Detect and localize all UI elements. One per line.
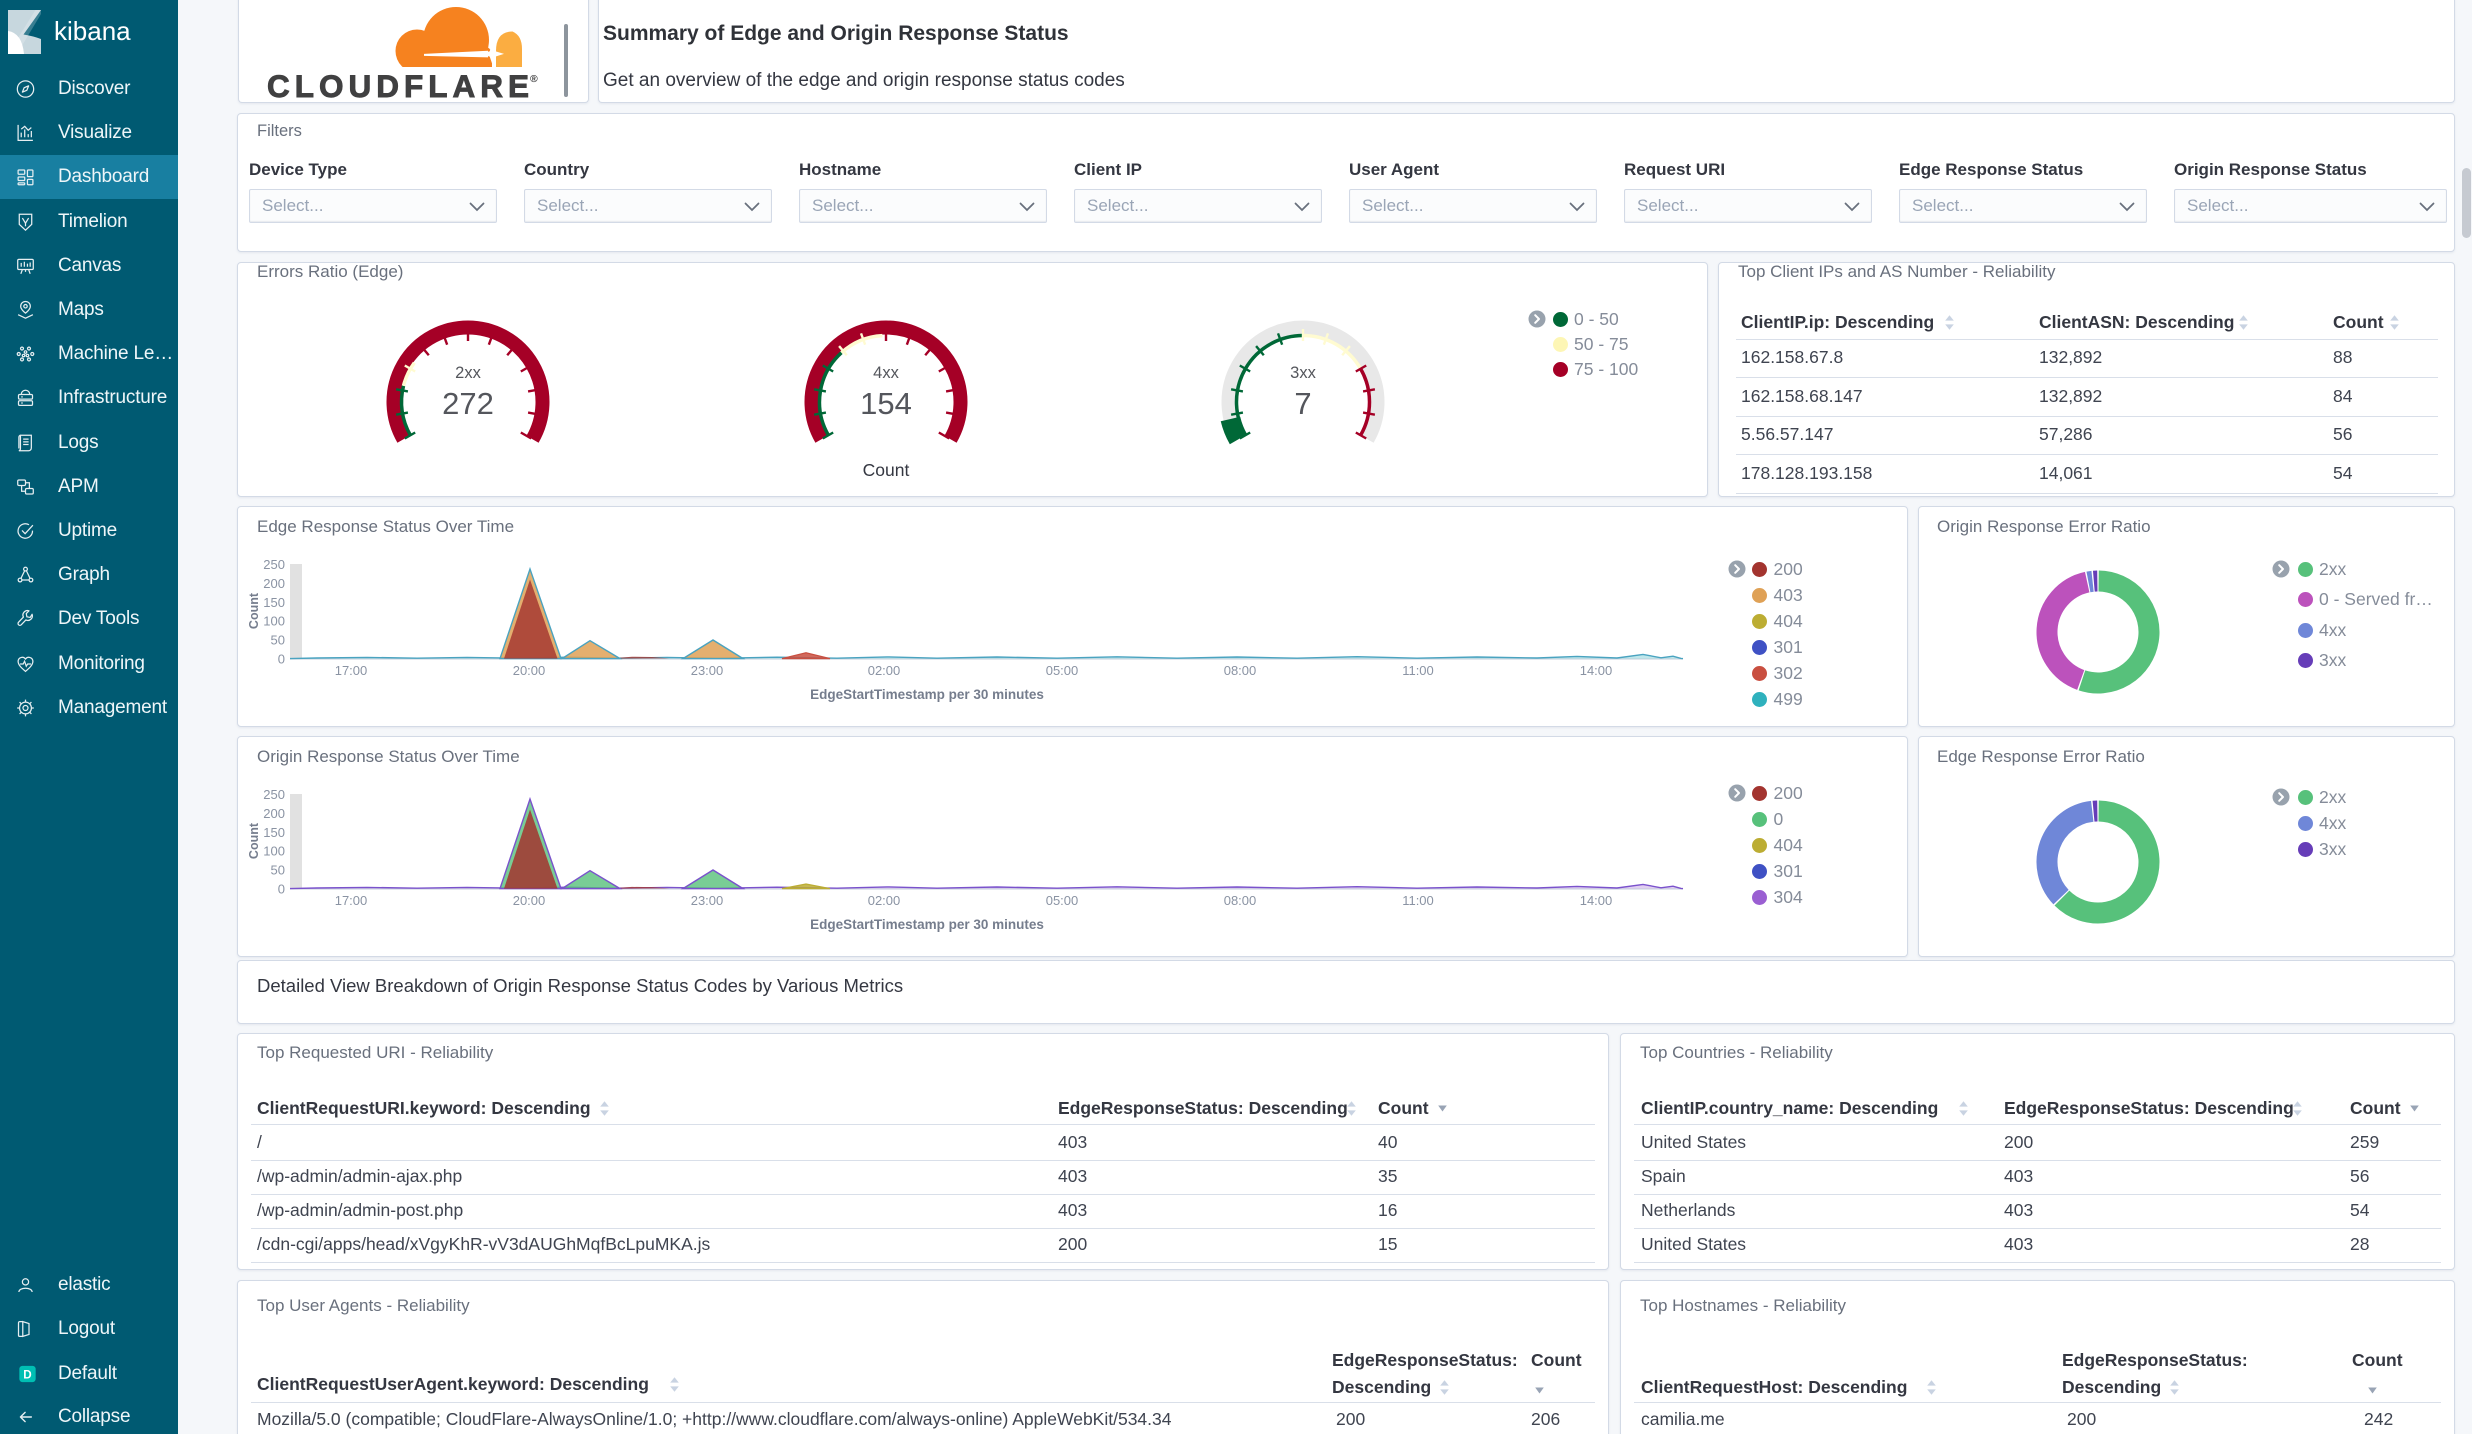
svg-text:®: ® [530,73,538,85]
svg-text:02:00: 02:00 [868,663,901,678]
svg-text:05:00: 05:00 [1046,893,1079,908]
svg-text:Count: Count [247,822,261,859]
svg-text:11:00: 11:00 [1402,893,1434,908]
svg-text:20:00: 20:00 [513,893,546,908]
svg-text:200: 200 [263,576,285,591]
svg-text:50: 50 [271,633,285,648]
svg-text:250: 250 [263,787,285,802]
svg-text:100: 100 [263,844,285,859]
svg-text:EdgeStartTimestamp per 30 minu: EdgeStartTimestamp per 30 minutes [810,917,1044,932]
svg-text:23:00: 23:00 [691,663,724,678]
svg-text:02:00: 02:00 [868,893,901,908]
svg-text:17:00: 17:00 [335,663,368,678]
svg-text:08:00: 08:00 [1224,663,1257,678]
svg-text:50: 50 [271,863,285,878]
svg-text:23:00: 23:00 [691,893,724,908]
svg-text:20:00: 20:00 [513,663,546,678]
svg-text:200: 200 [263,806,285,821]
svg-text:250: 250 [263,557,285,572]
svg-text:D: D [23,1368,31,1381]
svg-text:Count: Count [247,592,261,629]
svg-text:EdgeStartTimestamp per 30 minu: EdgeStartTimestamp per 30 minutes [810,687,1044,702]
svg-text:11:00: 11:00 [1402,663,1434,678]
svg-text:14:00: 14:00 [1580,893,1613,908]
svg-text:100: 100 [263,614,285,629]
svg-text:0: 0 [278,882,285,897]
svg-text:150: 150 [263,595,285,610]
svg-text:150: 150 [263,825,285,840]
svg-text:CLOUDFLARE: CLOUDFLARE [267,68,534,102]
svg-text:17:00: 17:00 [335,893,368,908]
svg-text:0: 0 [278,652,285,667]
svg-text:05:00: 05:00 [1046,663,1079,678]
svg-text:08:00: 08:00 [1224,893,1257,908]
svg-text:14:00: 14:00 [1580,663,1613,678]
